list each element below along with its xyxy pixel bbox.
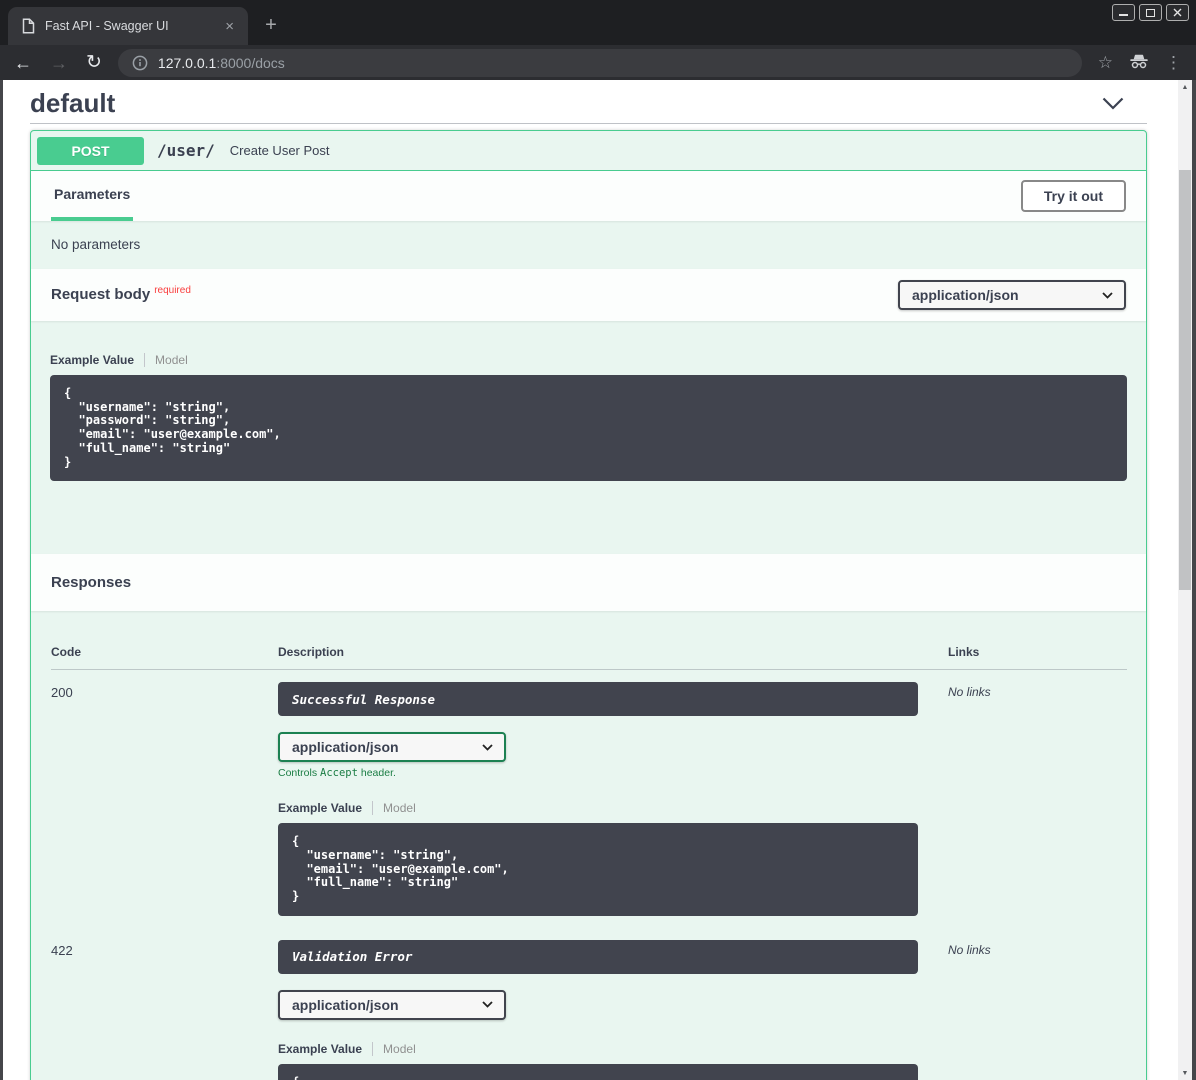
response-row-200: 200 Successful Response application/json… [51,670,1127,928]
http-method-badge: POST [37,136,144,165]
swagger-content: default POST /user/ Create User Post Par… [30,80,1147,1080]
responses-table-header: Code Description Links [51,631,1127,671]
response-description-cell: Validation Error application/json Exampl… [278,939,918,1080]
model-example-tabs: Example Value Model [278,1041,918,1056]
document-favicon-icon [22,18,35,34]
scrollbar-thumb[interactable] [1179,170,1191,590]
bookmark-star-icon[interactable]: ☆ [1097,53,1113,72]
reload-icon[interactable]: ↻ [86,52,102,73]
tab-model[interactable]: Model [383,801,416,816]
forward-icon[interactable]: → [50,52,68,73]
chevron-down-icon [1102,291,1113,299]
controls-note-prefix: Controls [278,767,321,780]
address-bar[interactable]: 127.0.0.1:8000/docs [117,48,1082,77]
operation-path: /user/ [157,141,215,160]
minimize-button[interactable] [1112,4,1135,21]
browser-toolbar: ← → ↻ 127.0.0.1:8000/docs ☆ ⋮ [0,45,1196,80]
required-badge: required [154,285,191,296]
chevron-down-icon [482,1001,493,1009]
scroll-up-icon[interactable]: ▲ [1181,83,1189,91]
operation-summary[interactable]: POST /user/ Create User Post [31,131,1146,171]
response-code: 200 [51,685,73,701]
response-row-422: 422 Validation Error application/json Ex… [51,928,1127,1080]
browser-tab[interactable]: Fast API - Swagger UI × [8,7,248,45]
tab-model[interactable]: Model [383,1041,416,1056]
tag-title: default [30,88,116,118]
maximize-icon [1146,8,1155,17]
response-links: No links [948,942,991,957]
response-description-box: Successful Response [278,682,918,717]
close-icon [1173,8,1182,17]
tab-separator [144,353,146,367]
response-description-cell: Successful Response application/json Con… [278,682,918,928]
tab-separator [372,1041,374,1056]
request-body-title: Request body [51,286,151,303]
responses-title: Responses [51,574,132,592]
tab-separator [372,801,374,816]
url-path: :8000/docs [216,54,285,71]
controls-note-suffix: header. [357,767,396,780]
response-content-type-select[interactable]: application/json [278,989,506,1020]
no-parameters-text: No parameters [51,237,141,252]
tab-parameters[interactable]: Parameters [51,171,134,221]
minimize-icon [1119,14,1128,16]
chevron-down-icon [482,744,493,751]
url-text: 127.0.0.1:8000/docs [158,55,285,71]
response-links: No links [948,685,991,700]
try-it-out-button[interactable]: Try it out [1020,180,1126,212]
new-tab-button[interactable]: + [265,13,277,36]
tab-example-value[interactable]: Example Value [50,353,135,367]
response-description-box: Validation Error [278,939,918,974]
response-content-type-value: application/json [292,739,399,756]
tab-title: Fast API - Swagger UI [45,19,169,33]
response-example-code[interactable]: { "detail": [ [278,1063,918,1080]
response-code: 422 [51,942,73,958]
parameters-body: No parameters [31,221,1146,269]
request-body-section: Example Value Model { "username": "strin… [31,321,1146,554]
controls-accept-note: Controls Accept header. [278,767,918,779]
menu-icon[interactable]: ⋮ [1165,53,1182,72]
incognito-icon [1129,54,1149,72]
maximize-button[interactable] [1139,4,1162,21]
parameters-header: Parameters Try it out [31,171,1146,221]
scroll-down-icon[interactable]: ▼ [1181,1069,1189,1077]
request-content-type-select[interactable]: application/json [898,280,1126,310]
url-host: 127.0.0.1 [157,54,217,71]
back-icon[interactable]: ← [14,52,32,73]
tab-close-icon[interactable]: × [225,17,234,35]
tag-section-header[interactable]: default [30,80,1147,124]
chevron-down-icon[interactable] [1102,97,1124,115]
tab-model[interactable]: Model [155,353,188,367]
col-header-links: Links [948,645,980,660]
request-body-example-code[interactable]: { "username": "string", "password": "str… [50,375,1127,482]
controls-note-code: Accept [320,767,358,780]
tab-example-value[interactable]: Example Value [278,801,363,816]
page-scrollbar[interactable]: ▲ ▼ [1178,80,1192,1080]
operation-block: POST /user/ Create User Post Parameters … [30,130,1147,1080]
request-body-header: Request body required application/json [31,269,1146,321]
col-header-description: Description [278,645,345,660]
response-example-code[interactable]: { "username": "string", "email": "user@e… [278,823,918,916]
responses-section: Code Description Links 200 Successful Re… [31,611,1146,1080]
tab-strip: Fast API - Swagger UI × + [0,0,1196,45]
request-content-type-value: application/json [912,287,1019,303]
responses-header: Responses [31,554,1146,612]
tab-example-value[interactable]: Example Value [278,1041,363,1056]
response-content-type-select[interactable]: application/json [278,732,506,763]
model-example-tabs: Example Value Model [278,801,918,816]
request-body-title-group: Request body required [51,285,191,304]
swagger-page: default POST /user/ Create User Post Par… [0,80,1196,1080]
window-controls [1112,4,1189,21]
response-content-type-value: application/json [292,996,399,1013]
operation-summary-text: Create User Post [229,143,330,158]
model-example-tabs: Example Value Model [50,353,1127,367]
col-header-code: Code [51,645,81,660]
close-button[interactable] [1166,4,1189,21]
info-icon[interactable] [132,55,148,71]
parameters-tab-label: Parameters [54,186,131,202]
